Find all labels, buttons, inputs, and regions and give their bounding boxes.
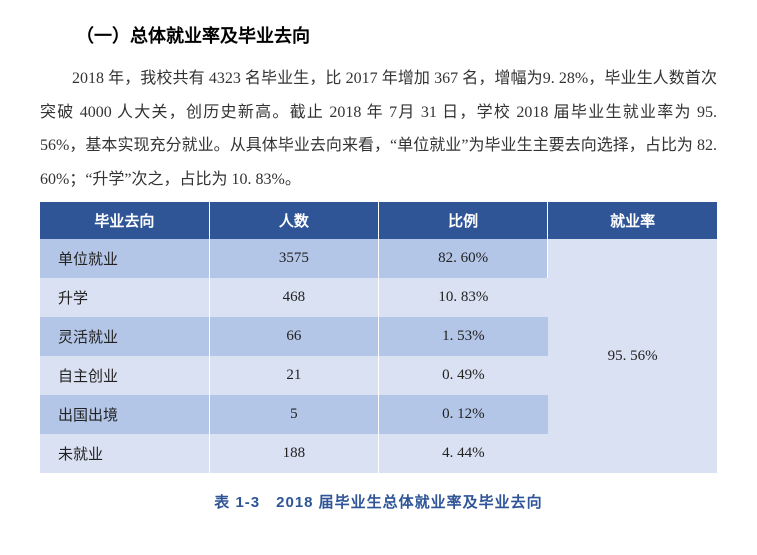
cell-employment-rate: 95. 56% — [548, 239, 717, 473]
cell-ratio: 4. 44% — [379, 434, 548, 473]
table-caption: 表 1-3 2018 届毕业生总体就业率及毕业去向 — [40, 491, 717, 512]
cell-dest: 单位就业 — [40, 239, 209, 278]
cell-count: 21 — [209, 356, 378, 395]
cell-dest: 灵活就业 — [40, 317, 209, 356]
cell-ratio: 10. 83% — [379, 278, 548, 317]
cell-ratio: 1. 53% — [379, 317, 548, 356]
cell-ratio: 82. 60% — [379, 239, 548, 278]
section-heading: （一）总体就业率及毕业去向 — [40, 22, 717, 48]
th-rate: 就业率 — [548, 202, 717, 239]
cell-ratio: 0. 12% — [379, 395, 548, 434]
th-ratio: 比例 — [379, 202, 548, 239]
employment-table: 毕业去向 人数 比例 就业率 单位就业 3575 82. 60% 95. 56%… — [40, 202, 717, 473]
cell-dest: 出国出境 — [40, 395, 209, 434]
cell-ratio: 0. 49% — [379, 356, 548, 395]
body-paragraph: 2018 年，我校共有 4323 名毕业生，比 2017 年增加 367 名，增… — [40, 62, 717, 196]
cell-dest: 升学 — [40, 278, 209, 317]
th-count: 人数 — [209, 202, 378, 239]
cell-count: 468 — [209, 278, 378, 317]
cell-dest: 未就业 — [40, 434, 209, 473]
table-header-row: 毕业去向 人数 比例 就业率 — [40, 202, 717, 239]
th-destination: 毕业去向 — [40, 202, 209, 239]
cell-count: 3575 — [209, 239, 378, 278]
cell-dest: 自主创业 — [40, 356, 209, 395]
cell-count: 5 — [209, 395, 378, 434]
cell-count: 188 — [209, 434, 378, 473]
table-row: 单位就业 3575 82. 60% 95. 56% — [40, 239, 717, 278]
cell-count: 66 — [209, 317, 378, 356]
